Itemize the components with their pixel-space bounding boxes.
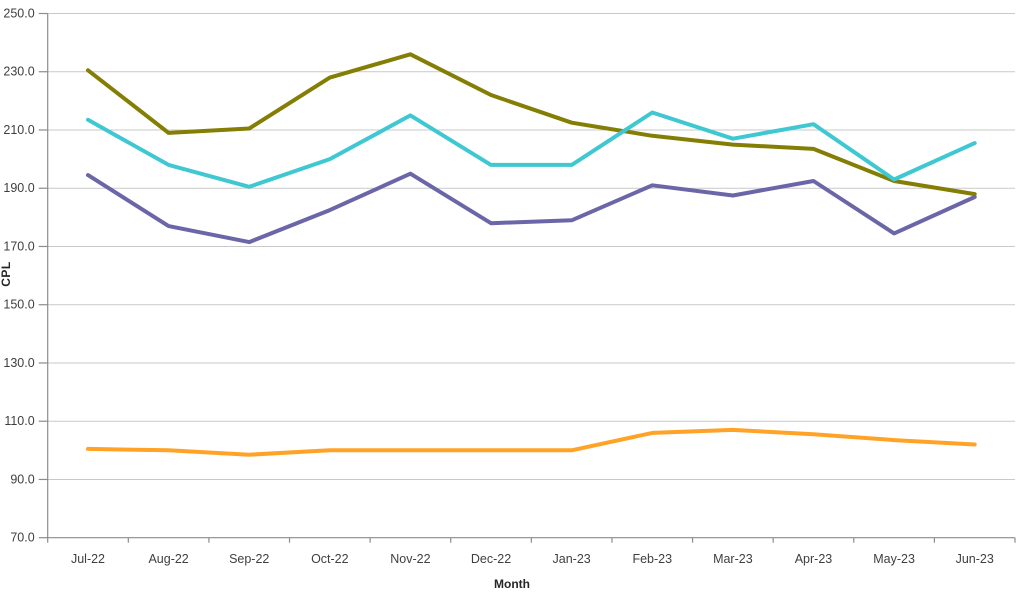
y-tick-label: 230.0: [3, 65, 34, 79]
x-tick-label: Mar-23: [713, 552, 753, 566]
y-tick-label: 190.0: [3, 181, 34, 195]
x-axis-title: Month: [494, 577, 530, 591]
y-tick-label: 170.0: [3, 239, 34, 253]
y-tick-label: 250.0: [3, 7, 34, 21]
x-tick-label: Jun-23: [956, 552, 994, 566]
olive-series-line: [86, 52, 977, 197]
y-tick-label: 130.0: [3, 356, 34, 370]
x-tick-label: Feb-23: [632, 552, 672, 566]
orange-series-line: [86, 427, 977, 457]
y-tick-label: 110.0: [4, 414, 34, 428]
y-axis-title: CPL: [0, 261, 13, 287]
x-tick-label: Jul-22: [71, 552, 105, 566]
x-tick-label: Sep-22: [229, 552, 269, 566]
y-tick-label: 90.0: [10, 472, 34, 486]
x-tick-label: Dec-22: [471, 552, 511, 566]
x-tick-label: Oct-22: [311, 552, 349, 566]
x-tick-label: Nov-22: [390, 552, 430, 566]
x-tick-label: Jan-23: [553, 552, 591, 566]
cyan-series-line: [86, 110, 977, 189]
y-tick-label: 150.0: [3, 298, 34, 312]
y-tick-label: 70.0: [10, 531, 34, 545]
x-tick-label: Aug-22: [148, 552, 188, 566]
purple-series-line: [86, 171, 977, 245]
x-tick-label: Apr-23: [795, 552, 833, 566]
y-tick-label: 210.0: [3, 123, 34, 137]
x-tick-label: May-23: [873, 552, 915, 566]
